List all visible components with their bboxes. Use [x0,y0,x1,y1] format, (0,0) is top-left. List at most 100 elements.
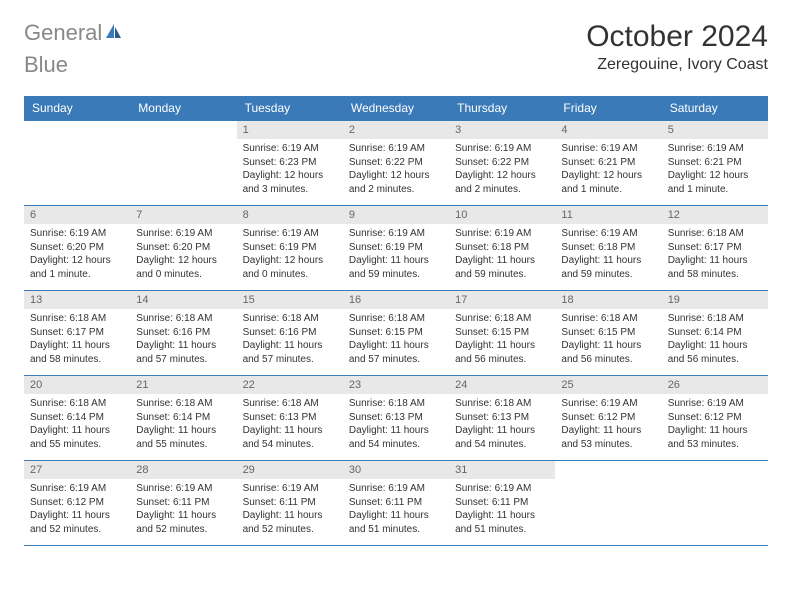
daylight-text: Daylight: 11 hours and 51 minutes. [349,509,443,536]
sunrise-text: Sunrise: 6:19 AM [561,227,655,241]
daylight-text: Daylight: 12 hours and 1 minute. [668,169,762,196]
day-number: 12 [662,206,768,224]
day-number: 8 [237,206,343,224]
day-number: 20 [24,376,130,394]
sunrise-text: Sunrise: 6:19 AM [243,482,337,496]
day-number: 19 [662,291,768,309]
sunrise-text: Sunrise: 6:18 AM [561,312,655,326]
day-header-friday: Friday [555,96,661,120]
week-row: 13Sunrise: 6:18 AMSunset: 6:17 PMDayligh… [24,290,768,375]
sunset-text: Sunset: 6:13 PM [455,411,549,425]
day-header-wednesday: Wednesday [343,96,449,120]
sunset-text: Sunset: 6:22 PM [455,156,549,170]
daylight-text: Daylight: 11 hours and 59 minutes. [455,254,549,281]
daylight-text: Daylight: 11 hours and 57 minutes. [243,339,337,366]
daylight-text: Daylight: 12 hours and 0 minutes. [243,254,337,281]
day-cell: 6Sunrise: 6:19 AMSunset: 6:20 PMDaylight… [24,206,130,290]
day-cell: 18Sunrise: 6:18 AMSunset: 6:15 PMDayligh… [555,291,661,375]
daylight-text: Daylight: 12 hours and 3 minutes. [243,169,337,196]
sunrise-text: Sunrise: 6:18 AM [136,397,230,411]
day-content: Sunrise: 6:18 AMSunset: 6:14 PMDaylight:… [662,309,768,369]
daylight-text: Daylight: 11 hours and 53 minutes. [561,424,655,451]
day-content: Sunrise: 6:18 AMSunset: 6:16 PMDaylight:… [130,309,236,369]
sunset-text: Sunset: 6:12 PM [30,496,124,510]
day-header-tuesday: Tuesday [237,96,343,120]
day-content: Sunrise: 6:19 AMSunset: 6:11 PMDaylight:… [343,479,449,539]
day-content: Sunrise: 6:19 AMSunset: 6:11 PMDaylight:… [237,479,343,539]
day-content: Sunrise: 6:18 AMSunset: 6:13 PMDaylight:… [449,394,555,454]
sunset-text: Sunset: 6:21 PM [668,156,762,170]
sunrise-text: Sunrise: 6:18 AM [136,312,230,326]
day-number: 6 [24,206,130,224]
sunrise-text: Sunrise: 6:19 AM [349,142,443,156]
day-cell: . [24,121,130,205]
day-cell: 2Sunrise: 6:19 AMSunset: 6:22 PMDaylight… [343,121,449,205]
day-content: Sunrise: 6:18 AMSunset: 6:13 PMDaylight:… [237,394,343,454]
day-content: Sunrise: 6:19 AMSunset: 6:22 PMDaylight:… [449,139,555,199]
sunrise-text: Sunrise: 6:18 AM [668,227,762,241]
day-cell: . [662,461,768,545]
daylight-text: Daylight: 12 hours and 1 minute. [30,254,124,281]
daylight-text: Daylight: 11 hours and 56 minutes. [668,339,762,366]
sunset-text: Sunset: 6:23 PM [243,156,337,170]
sunset-text: Sunset: 6:14 PM [30,411,124,425]
day-content: Sunrise: 6:19 AMSunset: 6:21 PMDaylight:… [555,139,661,199]
day-content: Sunrise: 6:19 AMSunset: 6:22 PMDaylight:… [343,139,449,199]
sunset-text: Sunset: 6:18 PM [455,241,549,255]
sunset-text: Sunset: 6:11 PM [349,496,443,510]
sunset-text: Sunset: 6:15 PM [455,326,549,340]
day-content: Sunrise: 6:19 AMSunset: 6:20 PMDaylight:… [24,224,130,284]
sunset-text: Sunset: 6:13 PM [349,411,443,425]
day-content: Sunrise: 6:19 AMSunset: 6:11 PMDaylight:… [449,479,555,539]
day-headers-row: Sunday Monday Tuesday Wednesday Thursday… [24,96,768,120]
daylight-text: Daylight: 11 hours and 55 minutes. [136,424,230,451]
day-header-sunday: Sunday [24,96,130,120]
daylight-text: Daylight: 11 hours and 58 minutes. [668,254,762,281]
sunrise-text: Sunrise: 6:19 AM [136,227,230,241]
daylight-text: Daylight: 11 hours and 56 minutes. [455,339,549,366]
day-cell: 27Sunrise: 6:19 AMSunset: 6:12 PMDayligh… [24,461,130,545]
day-cell: 10Sunrise: 6:19 AMSunset: 6:18 PMDayligh… [449,206,555,290]
day-content: Sunrise: 6:19 AMSunset: 6:12 PMDaylight:… [662,394,768,454]
daylight-text: Daylight: 11 hours and 52 minutes. [243,509,337,536]
weeks-container: ..1Sunrise: 6:19 AMSunset: 6:23 PMDaylig… [24,120,768,545]
day-cell: 13Sunrise: 6:18 AMSunset: 6:17 PMDayligh… [24,291,130,375]
daylight-text: Daylight: 11 hours and 55 minutes. [30,424,124,451]
day-content: Sunrise: 6:19 AMSunset: 6:20 PMDaylight:… [130,224,236,284]
day-number: 5 [662,121,768,139]
sunset-text: Sunset: 6:15 PM [349,326,443,340]
day-cell: 11Sunrise: 6:19 AMSunset: 6:18 PMDayligh… [555,206,661,290]
daylight-text: Daylight: 11 hours and 54 minutes. [243,424,337,451]
day-cell: 14Sunrise: 6:18 AMSunset: 6:16 PMDayligh… [130,291,236,375]
sunrise-text: Sunrise: 6:19 AM [668,397,762,411]
daylight-text: Daylight: 11 hours and 56 minutes. [561,339,655,366]
sunrise-text: Sunrise: 6:18 AM [668,312,762,326]
sunrise-text: Sunrise: 6:19 AM [455,227,549,241]
logo: General [24,20,126,46]
day-header-monday: Monday [130,96,236,120]
daylight-text: Daylight: 11 hours and 58 minutes. [30,339,124,366]
sunset-text: Sunset: 6:19 PM [349,241,443,255]
day-number: 16 [343,291,449,309]
sunrise-text: Sunrise: 6:19 AM [561,397,655,411]
day-cell: 31Sunrise: 6:19 AMSunset: 6:11 PMDayligh… [449,461,555,545]
day-cell: 26Sunrise: 6:19 AMSunset: 6:12 PMDayligh… [662,376,768,460]
sunset-text: Sunset: 6:17 PM [30,326,124,340]
day-number: 27 [24,461,130,479]
daylight-text: Daylight: 11 hours and 57 minutes. [349,339,443,366]
day-cell: 28Sunrise: 6:19 AMSunset: 6:11 PMDayligh… [130,461,236,545]
sunset-text: Sunset: 6:17 PM [668,241,762,255]
sunset-text: Sunset: 6:11 PM [136,496,230,510]
day-number: 14 [130,291,236,309]
day-content: Sunrise: 6:18 AMSunset: 6:13 PMDaylight:… [343,394,449,454]
sunrise-text: Sunrise: 6:18 AM [349,397,443,411]
day-cell: 8Sunrise: 6:19 AMSunset: 6:19 PMDaylight… [237,206,343,290]
sunrise-text: Sunrise: 6:18 AM [455,397,549,411]
week-row: 20Sunrise: 6:18 AMSunset: 6:14 PMDayligh… [24,375,768,460]
logo-text-gray: General [24,20,102,46]
day-cell: . [555,461,661,545]
daylight-text: Daylight: 11 hours and 51 minutes. [455,509,549,536]
day-header-saturday: Saturday [662,96,768,120]
sunset-text: Sunset: 6:15 PM [561,326,655,340]
day-cell: 24Sunrise: 6:18 AMSunset: 6:13 PMDayligh… [449,376,555,460]
